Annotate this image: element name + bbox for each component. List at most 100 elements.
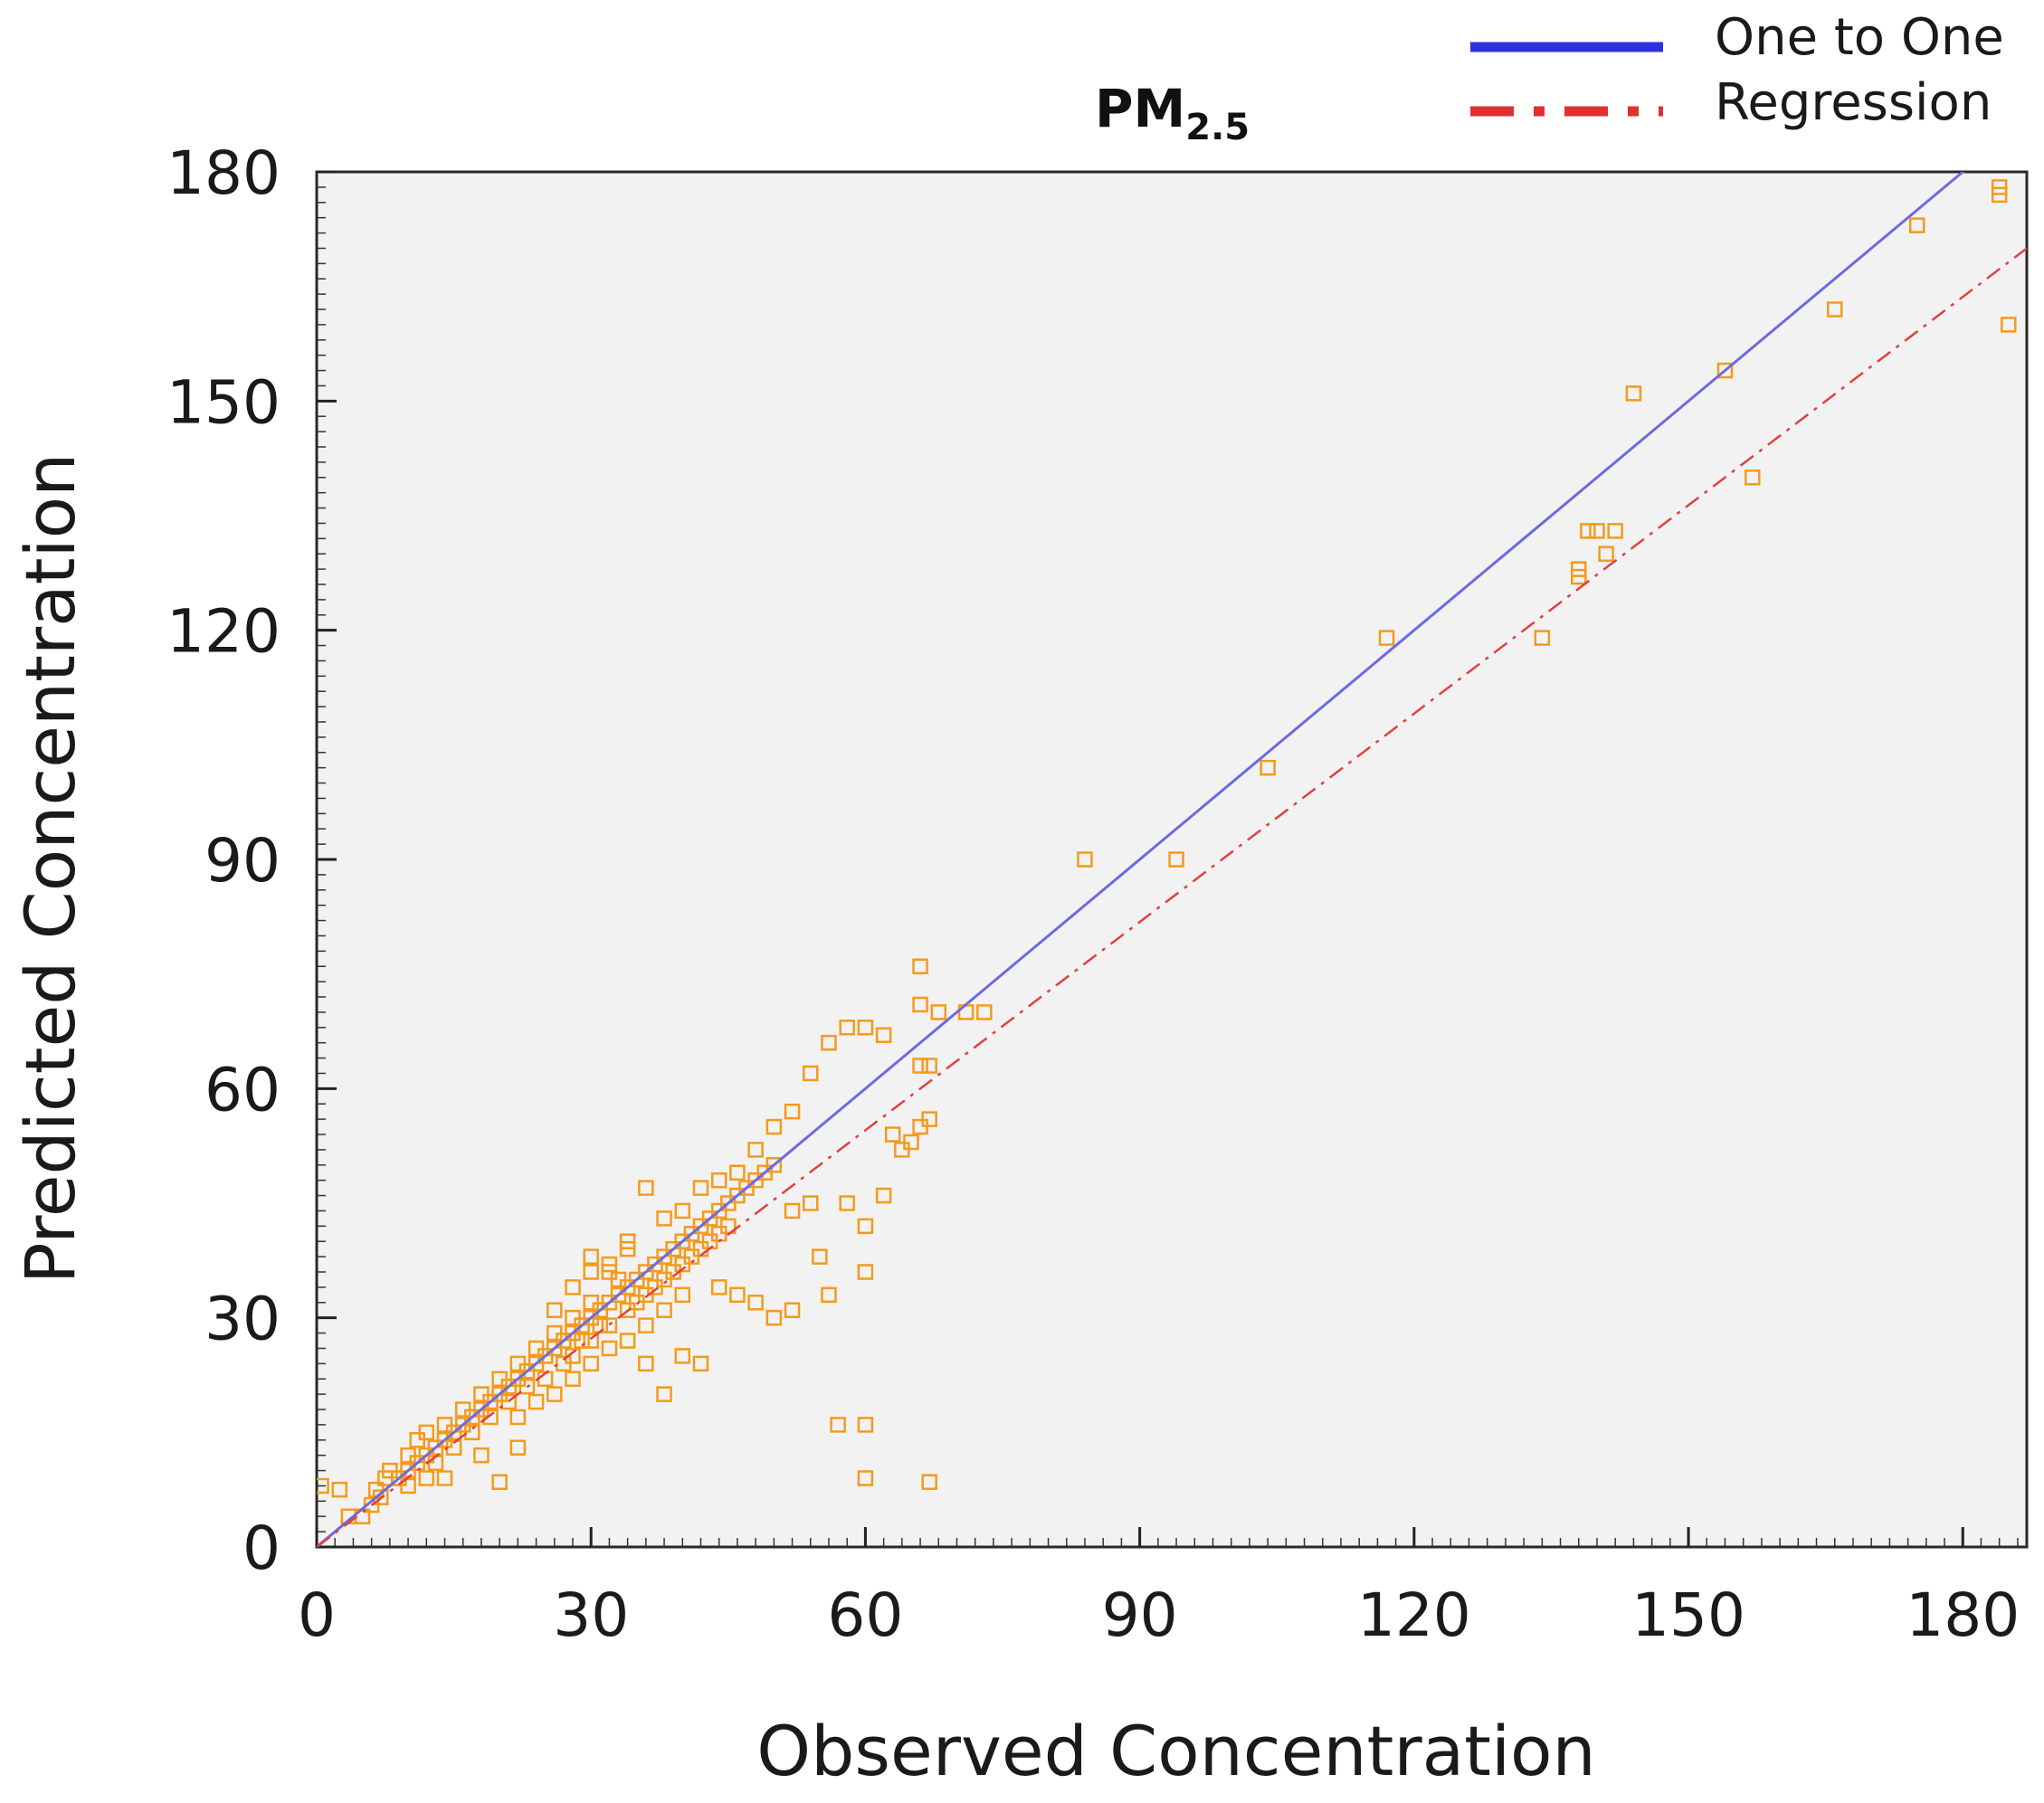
data-point: [574, 1333, 590, 1349]
data-point: [638, 1355, 654, 1372]
data-point: [601, 1340, 618, 1357]
data-point: [674, 1348, 691, 1364]
x-axis-label: Observed Concentration: [756, 1711, 1595, 1791]
y-tick-label: 90: [204, 826, 280, 896]
data-point: [1716, 362, 1734, 379]
data-point: [839, 1020, 855, 1036]
regression-line: [317, 247, 2027, 1547]
data-point: [1827, 301, 1843, 318]
data-point: [857, 1264, 874, 1280]
data-point: [500, 1393, 517, 1410]
data-point: [812, 1248, 828, 1265]
data-point: [638, 1317, 654, 1333]
data-point: [619, 1333, 636, 1349]
data-point: [729, 1164, 746, 1181]
data-point: [1908, 217, 1925, 233]
y-tick-label: 0: [242, 1514, 280, 1583]
data-point: [565, 1371, 581, 1387]
legend: One to One Regression: [1470, 8, 2004, 132]
data-point: [803, 1065, 819, 1082]
data-point: [875, 1027, 892, 1043]
data-point: [1168, 851, 1184, 868]
data-points: [317, 179, 2017, 1524]
data-point: [720, 1218, 737, 1235]
data-point: [784, 1103, 801, 1120]
data-point: [547, 1386, 563, 1402]
data-point: [857, 1417, 874, 1433]
data-point: [821, 1034, 837, 1051]
data-point: [710, 1172, 727, 1189]
data-point: [884, 1126, 901, 1143]
data-point: [565, 1348, 581, 1364]
data-point: [747, 1142, 764, 1158]
data-point: [656, 1302, 672, 1318]
y-tick-labels: 0 30 60 90 120 150 180: [166, 138, 280, 1583]
data-point: [317, 1477, 329, 1495]
data-point: [921, 1111, 937, 1127]
data-point: [765, 1118, 783, 1135]
chart-title-main: PM: [1095, 78, 1185, 139]
data-point: [565, 1279, 581, 1295]
data-point: [1589, 523, 1605, 539]
y-tick-label: 120: [166, 597, 280, 667]
data-point: [765, 1309, 783, 1326]
legend-one-to-one-label: One to One: [1715, 8, 2004, 67]
x-tick-labels: 0 30 60 90 120 150 180: [298, 1580, 2020, 1650]
data-point: [583, 1248, 599, 1265]
data-point: [921, 1058, 937, 1074]
data-point: [803, 1195, 819, 1211]
data-point: [583, 1264, 599, 1280]
data-point: [547, 1302, 563, 1318]
data-point: [1607, 523, 1623, 539]
data-point: [331, 1481, 348, 1498]
y-tick-label: 180: [166, 138, 280, 208]
data-point: [674, 1202, 691, 1219]
data-point: [912, 958, 928, 974]
data-point: [710, 1279, 727, 1295]
data-point: [821, 1286, 837, 1304]
data-point: [692, 1355, 709, 1372]
data-point: [528, 1393, 545, 1410]
data-point: [729, 1286, 746, 1304]
data-point: [1745, 470, 1761, 486]
data-point: [674, 1286, 691, 1304]
y-tick-label: 60: [204, 1055, 280, 1125]
y-axis-label: Predicted Concentration: [10, 453, 90, 1285]
data-point: [619, 1240, 636, 1257]
data-point: [491, 1474, 508, 1490]
data-point: [656, 1210, 672, 1227]
x-tick-label: 180: [1906, 1580, 2020, 1650]
data-point: [418, 1424, 435, 1441]
data-point: [518, 1378, 536, 1395]
data-point: [464, 1424, 480, 1441]
fit-lines: [317, 172, 2027, 1547]
data-point: [912, 1058, 928, 1074]
x-tick-label: 90: [1102, 1580, 1178, 1650]
data-point: [509, 1409, 527, 1426]
data-point: [930, 1004, 947, 1020]
data-point: [400, 1477, 416, 1495]
data-point: [692, 1180, 709, 1196]
data-point: [473, 1447, 490, 1464]
data-point: [1260, 759, 1276, 776]
data-point: [784, 1202, 801, 1219]
data-point: [638, 1180, 654, 1196]
major-ticks: [315, 170, 1964, 1549]
data-point: [830, 1417, 846, 1433]
data-point: [1378, 630, 1395, 646]
x-tick-label: 150: [1631, 1580, 1745, 1650]
data-point: [482, 1409, 499, 1426]
data-point: [765, 1157, 783, 1173]
data-point: [1534, 630, 1551, 646]
data-point: [921, 1474, 937, 1490]
data-point: [601, 1317, 618, 1333]
data-point: [1077, 851, 1093, 868]
data-point: [372, 1489, 389, 1505]
data-point: [747, 1295, 764, 1311]
legend-regression-label: Regression: [1715, 73, 1992, 132]
one-to-one-line: [317, 172, 1965, 1547]
x-tick-label: 0: [298, 1580, 336, 1650]
data-point: [875, 1187, 892, 1204]
x-tick-label: 120: [1357, 1580, 1471, 1650]
